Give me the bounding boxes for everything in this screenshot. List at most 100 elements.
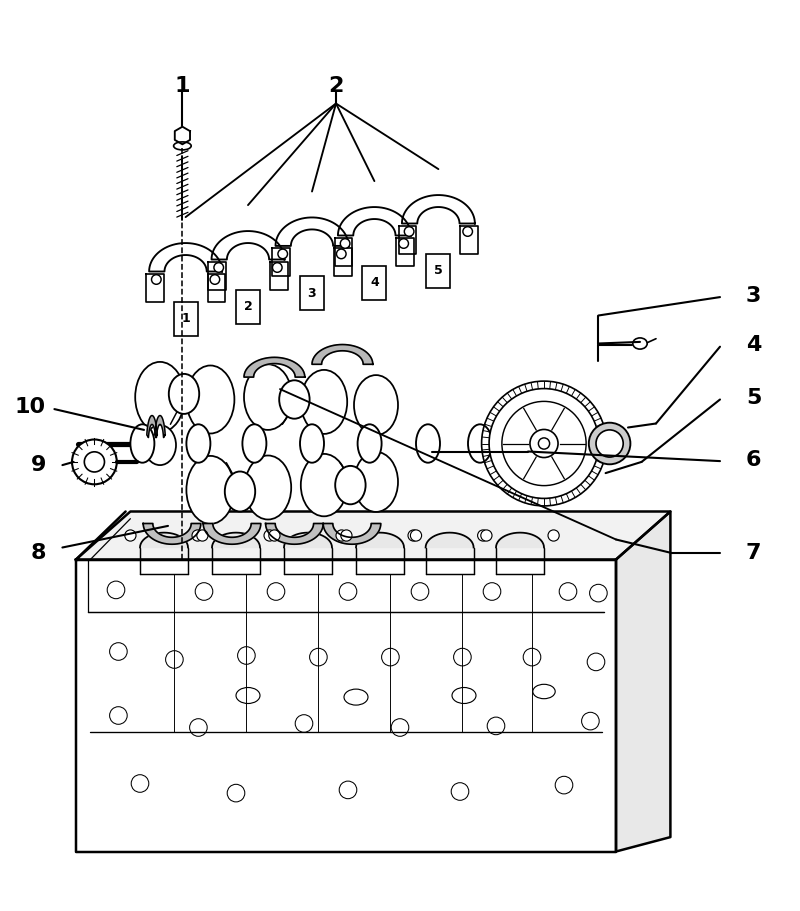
Ellipse shape: [530, 429, 558, 457]
Ellipse shape: [358, 425, 382, 463]
Circle shape: [264, 530, 275, 541]
Ellipse shape: [135, 362, 185, 433]
Ellipse shape: [169, 374, 199, 414]
Text: 6: 6: [746, 449, 762, 469]
Polygon shape: [143, 524, 201, 544]
Polygon shape: [284, 533, 332, 548]
Ellipse shape: [84, 452, 105, 472]
Text: 5: 5: [746, 388, 762, 408]
Polygon shape: [244, 357, 305, 377]
Ellipse shape: [301, 370, 347, 434]
Ellipse shape: [301, 454, 347, 517]
Circle shape: [278, 249, 287, 259]
Ellipse shape: [300, 425, 324, 463]
Polygon shape: [338, 207, 411, 236]
Ellipse shape: [354, 375, 398, 435]
Ellipse shape: [244, 364, 292, 430]
Text: 2: 2: [244, 301, 252, 313]
Polygon shape: [146, 274, 163, 302]
Ellipse shape: [633, 338, 647, 349]
Circle shape: [408, 530, 419, 541]
Ellipse shape: [589, 423, 630, 465]
Circle shape: [340, 239, 350, 249]
Polygon shape: [76, 511, 670, 559]
Polygon shape: [154, 415, 166, 437]
Circle shape: [197, 530, 208, 541]
Circle shape: [410, 530, 422, 541]
Ellipse shape: [72, 439, 117, 485]
Text: 4: 4: [370, 276, 378, 289]
Ellipse shape: [596, 430, 623, 457]
Ellipse shape: [245, 456, 291, 519]
Polygon shape: [146, 415, 158, 437]
Circle shape: [125, 530, 136, 541]
Polygon shape: [402, 195, 475, 223]
Bar: [300, 276, 324, 310]
Circle shape: [478, 530, 489, 541]
Ellipse shape: [130, 425, 154, 463]
Circle shape: [463, 227, 473, 236]
Circle shape: [337, 249, 346, 259]
Text: 5: 5: [434, 264, 442, 277]
Circle shape: [210, 275, 220, 284]
Circle shape: [341, 530, 352, 541]
Bar: [236, 290, 260, 323]
Polygon shape: [334, 249, 352, 276]
Text: 3: 3: [308, 287, 316, 300]
Circle shape: [404, 227, 414, 236]
Polygon shape: [275, 218, 349, 246]
Ellipse shape: [335, 466, 366, 505]
Bar: [174, 302, 198, 335]
Ellipse shape: [279, 380, 310, 419]
Text: 3: 3: [746, 285, 762, 305]
Polygon shape: [272, 249, 290, 276]
Circle shape: [269, 530, 280, 541]
Polygon shape: [312, 344, 373, 364]
Bar: [426, 254, 450, 288]
Polygon shape: [266, 524, 323, 544]
Bar: [362, 266, 386, 300]
Circle shape: [273, 262, 282, 272]
Text: 9: 9: [30, 456, 46, 476]
Circle shape: [481, 530, 492, 541]
Text: 7: 7: [746, 543, 762, 563]
Ellipse shape: [354, 452, 398, 512]
Polygon shape: [140, 533, 188, 548]
Polygon shape: [496, 533, 544, 548]
Ellipse shape: [416, 425, 440, 463]
Ellipse shape: [174, 142, 191, 150]
Polygon shape: [76, 559, 616, 852]
Ellipse shape: [186, 425, 210, 463]
Polygon shape: [356, 533, 404, 548]
Polygon shape: [149, 243, 222, 271]
Circle shape: [214, 262, 223, 272]
Polygon shape: [323, 524, 381, 544]
Polygon shape: [174, 127, 190, 144]
Polygon shape: [426, 533, 474, 548]
Ellipse shape: [144, 425, 176, 466]
Circle shape: [336, 530, 347, 541]
Polygon shape: [397, 238, 414, 266]
Circle shape: [151, 275, 161, 284]
Text: 8: 8: [30, 543, 46, 563]
Ellipse shape: [225, 472, 255, 511]
Polygon shape: [212, 533, 260, 548]
Ellipse shape: [186, 365, 234, 434]
Text: 10: 10: [15, 397, 46, 417]
Text: 1: 1: [174, 76, 190, 96]
Circle shape: [192, 530, 203, 541]
Polygon shape: [616, 511, 670, 852]
Ellipse shape: [468, 425, 492, 463]
Polygon shape: [211, 231, 285, 260]
Text: 2: 2: [328, 76, 344, 96]
Ellipse shape: [186, 456, 234, 524]
Polygon shape: [270, 261, 288, 290]
Circle shape: [548, 530, 559, 541]
Polygon shape: [334, 238, 352, 266]
Polygon shape: [208, 261, 226, 290]
Ellipse shape: [502, 402, 586, 486]
Polygon shape: [461, 226, 478, 254]
Ellipse shape: [242, 425, 266, 463]
Ellipse shape: [504, 425, 528, 463]
Circle shape: [399, 239, 409, 249]
